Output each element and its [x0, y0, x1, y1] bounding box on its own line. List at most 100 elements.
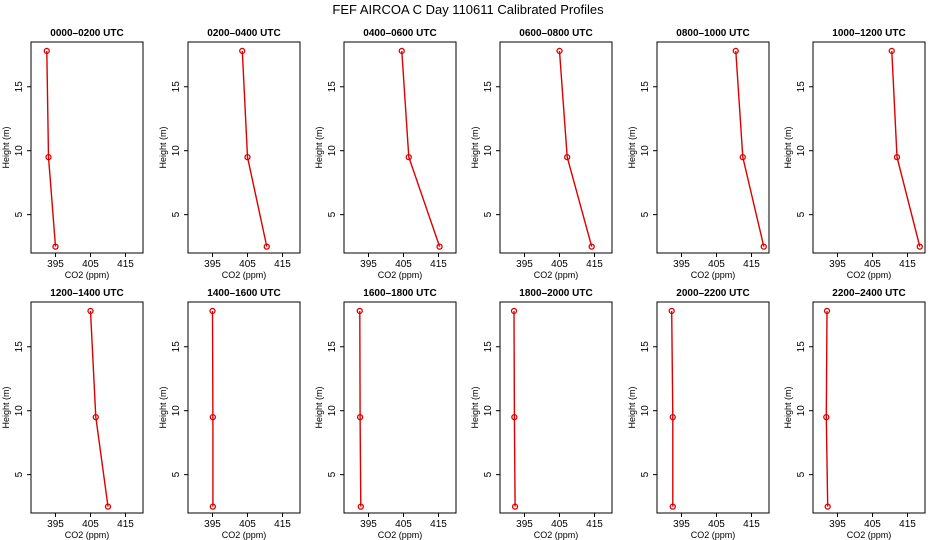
- y-tick-label: 10: [796, 145, 807, 157]
- panel-title: 1800–2000 UTC: [519, 288, 592, 299]
- y-tick-label: 10: [796, 405, 807, 417]
- panel-1: 0000–0200 UTC 395 405 415 5 10 15 CO2 (ppm) Heig…: [1, 28, 144, 280]
- data-point: [732, 47, 739, 55]
- panel-title: 0400–0600 UTC: [363, 28, 436, 39]
- data-point: [888, 47, 895, 55]
- profile-line: [401, 50, 441, 247]
- data-point: [824, 503, 831, 510]
- plot-frame: [499, 301, 613, 514]
- x-tick-label: 395: [829, 519, 846, 530]
- x-tick-label: 415: [430, 259, 447, 270]
- x-tick-label: 405: [864, 259, 881, 270]
- data-point: [668, 307, 675, 315]
- panel-title: 0200–0400 UTC: [207, 28, 280, 39]
- profile-line: [89, 310, 109, 507]
- data-point: [263, 243, 270, 250]
- x-tick-label: 395: [360, 519, 377, 530]
- data-point: [823, 307, 831, 315]
- data-point: [209, 307, 216, 315]
- data-point: [739, 153, 746, 161]
- x-tick-label: 415: [117, 519, 134, 530]
- x-tick-label: 415: [586, 259, 603, 270]
- x-tick-label: 415: [117, 259, 134, 270]
- x-axis-label: CO2 (ppm): [222, 270, 267, 280]
- profile-line: [891, 50, 921, 247]
- profile-line: [825, 310, 829, 507]
- x-tick-label: 395: [673, 259, 690, 270]
- y-tick-label: 15: [640, 81, 651, 93]
- figure-title: FEF AIRCOA C Day 110611 Calibrated Profi…: [332, 2, 604, 17]
- x-axis-label: CO2 (ppm): [847, 530, 892, 540]
- x-tick-label: 395: [516, 519, 533, 530]
- x-axis-label: CO2 (ppm): [691, 270, 736, 280]
- panel-title: 0600–0800 UTC: [519, 28, 592, 39]
- data-point: [588, 243, 595, 250]
- x-tick-label: 415: [430, 519, 447, 530]
- panel-title: 1000–1200 UTC: [832, 28, 905, 39]
- y-axis-label: Height (m): [1, 386, 11, 428]
- y-tick-label: 15: [483, 81, 494, 93]
- x-tick-label: 395: [516, 259, 533, 270]
- profile-line: [735, 50, 765, 247]
- x-tick-label: 405: [395, 259, 412, 270]
- data-point: [356, 307, 363, 315]
- data-point: [209, 413, 217, 421]
- y-axis-label: Height (m): [783, 126, 793, 168]
- y-tick-label: 15: [796, 341, 807, 353]
- data-point: [209, 503, 217, 510]
- x-axis-label: CO2 (ppm): [691, 530, 736, 540]
- panel-title: 1400–1600 UTC: [207, 288, 280, 299]
- x-tick-label: 395: [47, 519, 64, 530]
- panel-5: 0800–1000 UTC 395 405 415 5 10 15 CO2 (ppm) Heig…: [627, 28, 770, 280]
- y-tick-label: 5: [796, 471, 807, 477]
- data-point: [244, 153, 251, 161]
- y-tick-label: 15: [796, 81, 807, 93]
- plot-frame: [187, 301, 301, 514]
- x-tick-label: 405: [864, 519, 881, 530]
- x-axis-label: CO2 (ppm): [378, 530, 423, 540]
- x-tick-label: 405: [551, 519, 568, 530]
- panel-title: 0000–0200 UTC: [50, 28, 123, 39]
- data-point: [45, 153, 52, 161]
- y-tick-label: 15: [483, 341, 494, 353]
- x-tick-label: 405: [708, 259, 725, 270]
- panel-10: 1800–2000 UTC 395 405 415 5 10 15 CO2 (ppm) Heig…: [470, 288, 613, 540]
- panel-title: 2000–2200 UTC: [676, 288, 749, 299]
- y-tick-label: 5: [483, 471, 494, 477]
- y-tick-label: 15: [327, 81, 338, 93]
- x-axis-label: CO2 (ppm): [65, 270, 110, 280]
- y-axis-label: Height (m): [470, 126, 480, 168]
- profile-line: [558, 50, 593, 247]
- data-point: [239, 47, 246, 55]
- y-tick-label: 10: [327, 405, 338, 417]
- panel-2: 0200–0400 UTC 395 405 415 5 10 15 CO2 (ppm) Heig…: [158, 28, 301, 280]
- plot-frame: [30, 41, 144, 254]
- x-axis-label: CO2 (ppm): [534, 530, 579, 540]
- data-point: [823, 413, 830, 421]
- profile-line: [513, 310, 516, 507]
- x-tick-label: 395: [829, 259, 846, 270]
- y-tick-label: 10: [171, 405, 182, 417]
- y-tick-label: 5: [796, 211, 807, 217]
- x-tick-label: 405: [239, 519, 256, 530]
- x-tick-label: 415: [899, 519, 916, 530]
- y-tick-label: 5: [483, 211, 494, 217]
- y-tick-label: 5: [327, 211, 338, 217]
- y-tick-label: 10: [14, 145, 25, 157]
- plot-frame: [343, 301, 457, 514]
- y-tick-label: 15: [640, 341, 651, 353]
- y-tick-label: 10: [327, 145, 338, 157]
- plot-frame: [812, 301, 926, 514]
- y-tick-label: 10: [483, 405, 494, 417]
- panel-3: 0400–0600 UTC 395 405 415 5 10 15 CO2 (ppm) Heig…: [314, 28, 457, 280]
- plot-frame: [30, 301, 144, 514]
- x-tick-label: 415: [899, 259, 916, 270]
- y-tick-label: 15: [14, 341, 25, 353]
- y-axis-label: Height (m): [158, 386, 168, 428]
- data-point: [92, 413, 99, 421]
- data-point: [556, 47, 563, 55]
- panel-7: 1200–1400 UTC 395 405 415 5 10 15 CO2 (ppm) Heig…: [1, 288, 144, 540]
- y-axis-label: Height (m): [470, 386, 480, 428]
- y-axis-label: Height (m): [1, 126, 11, 168]
- plot-frame: [656, 41, 770, 254]
